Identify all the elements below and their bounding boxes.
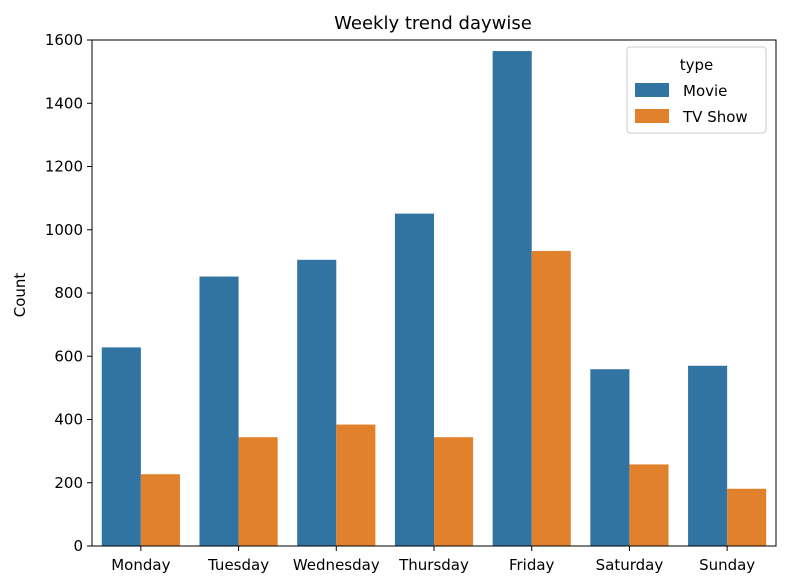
y-tick-label: 1200 [45, 158, 83, 176]
y-tick-label: 800 [54, 284, 83, 302]
legend-swatch [635, 83, 669, 97]
legend: type Movie TV Show [626, 46, 767, 134]
x-tick-label: Saturday [596, 556, 664, 574]
bar-movie-monday [101, 347, 141, 546]
bar-tv-show-tuesday [238, 437, 278, 546]
x-tick-label: Sunday [699, 556, 755, 574]
legend-label: Movie [683, 82, 727, 100]
legend-title: type [680, 56, 714, 74]
y-tick-label: 600 [54, 347, 83, 365]
y-tick-label: 0 [73, 537, 83, 555]
x-tick-label: Tuesday [207, 556, 269, 574]
bar-movie-wednesday [297, 259, 337, 546]
x-tick-label: Monday [111, 556, 170, 574]
x-tick-label: Friday [509, 556, 555, 574]
y-tick-label: 1000 [45, 221, 83, 239]
bar-tv-show-saturday [629, 464, 669, 546]
x-tick-label: Thursday [398, 556, 469, 574]
y-tick-label: 1400 [45, 94, 83, 112]
bar-tv-show-friday [531, 250, 571, 546]
y-tick-label: 400 [54, 411, 83, 429]
bar-movie-thursday [394, 213, 434, 546]
legend-swatch [635, 109, 669, 123]
bar-movie-sunday [688, 365, 728, 546]
y-tick-label: 200 [54, 474, 83, 492]
bar-tv-show-wednesday [336, 424, 376, 546]
bar-tv-show-thursday [434, 437, 474, 546]
y-tick-label: 1600 [45, 31, 83, 49]
bar-movie-saturday [590, 369, 630, 546]
bar-movie-friday [492, 51, 532, 546]
legend-label: TV Show [682, 108, 748, 126]
x-tick-label: Wednesday [293, 556, 380, 574]
bar-tv-show-monday [140, 474, 180, 546]
bar-tv-show-sunday [727, 488, 767, 546]
chart-title: Weekly trend daywise [334, 13, 532, 34]
plot-area: 0 200 400 600 800 1000 1200 1400 1600 Monday Tuesd… [45, 31, 777, 574]
y-axis-label: Count [11, 273, 29, 318]
bar-movie-tuesday [199, 276, 239, 546]
